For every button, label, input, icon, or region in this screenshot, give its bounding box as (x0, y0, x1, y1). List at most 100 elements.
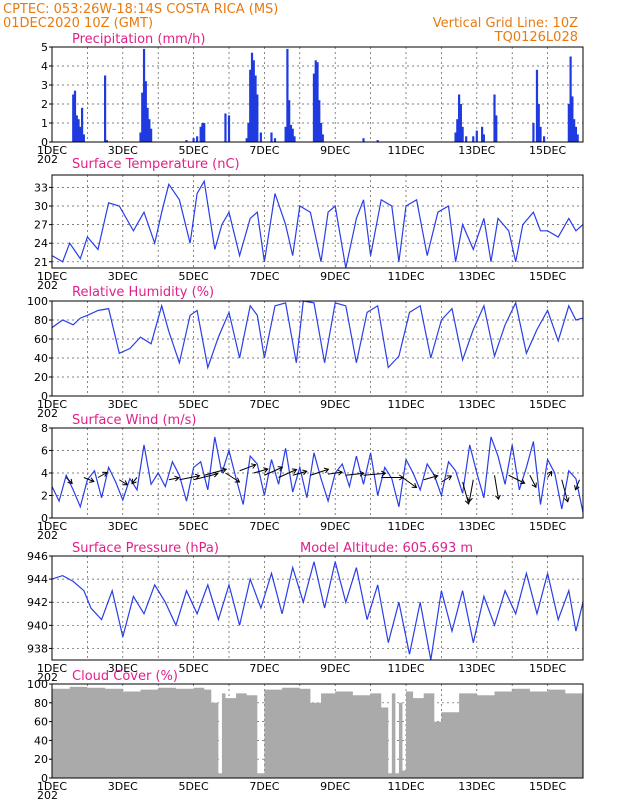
cloud-cover-year-label: 202 (37, 789, 58, 800)
temperature-xtick-label: 1DEC (37, 270, 67, 283)
precipitation-ytick-label: 2 (41, 98, 48, 111)
wind-direction-arrow (65, 477, 73, 484)
temperature-ytick-label: 27 (34, 219, 48, 232)
precipitation-xtick-label: 3DEC (108, 144, 138, 157)
cloud-cover-xtick-label: 15DEC (529, 780, 566, 793)
precipitation-bar (224, 113, 227, 142)
precipitation-bar (196, 136, 199, 142)
precipitation-bar (475, 130, 478, 142)
wind-direction-arrow (179, 475, 200, 481)
precipitation-bar (256, 94, 259, 142)
humidity-ytick-label: 60 (34, 333, 48, 346)
precipitation-bar (82, 134, 85, 142)
wind-series-line (51, 436, 584, 513)
precipitation-title: Precipitation (mm/h) (72, 32, 205, 47)
pressure-frame (51, 555, 584, 661)
wind-direction-arrowhead (433, 473, 439, 480)
precipitation-bar (319, 123, 323, 142)
precipitation-bar (573, 119, 576, 142)
precipitation-xtick-label: 7DEC (249, 144, 279, 157)
humidity-ytick-label: 20 (34, 371, 48, 384)
temperature-ytick-label: 33 (34, 181, 48, 194)
precipitation-ytick-label: 1 (41, 117, 48, 130)
precipitation-bar (79, 126, 82, 142)
humidity-frame (51, 300, 584, 397)
wind-direction-arrowhead (519, 478, 526, 485)
wind-direction-arrow (328, 471, 343, 475)
cloud-cover-ytick-label: 80 (34, 697, 48, 710)
precipitation-bar (273, 138, 277, 142)
precipitation-bar (458, 94, 461, 142)
pressure-series-line (51, 561, 584, 661)
wind-direction-arrowhead (359, 470, 365, 477)
pressure-ytick-label: 946 (27, 550, 48, 563)
precipitation-year-label: 202 (37, 153, 58, 166)
precipitation-bar (199, 126, 202, 142)
temperature-ytick-label: 21 (34, 256, 48, 269)
wind-xtick-label: 5DEC (179, 520, 209, 533)
precipitation-bar (321, 134, 324, 142)
wind-direction-arrowhead (67, 478, 73, 485)
precipitation-bar (312, 73, 316, 142)
precipitation-bar (288, 100, 291, 142)
humidity-xtick-label: 11DEC (387, 398, 424, 411)
precipitation-ytick-label: 5 (41, 41, 48, 54)
humidity-xtick-label: 1DEC (37, 398, 67, 411)
wind-direction-arrowhead (302, 469, 308, 476)
precipitation-bar (454, 132, 457, 142)
wind-direction-arrowhead (174, 475, 180, 482)
precipitation-bar (73, 90, 77, 142)
wind-direction-arrowhead (277, 466, 284, 472)
wind-direction-arrow (292, 470, 307, 476)
precipitation-bar (481, 126, 484, 142)
cloud-cover-ytick-label: 0 (41, 772, 48, 785)
wind-direction-arrowhead (495, 494, 501, 501)
pressure-xtick-label: 9DEC (320, 662, 350, 675)
precipitation-bar (574, 126, 578, 142)
precipitation-bar (250, 52, 254, 143)
precipitation-xtick-label: 15DEC (529, 144, 566, 157)
wind-direction-arrowhead (547, 470, 553, 477)
pressure-ytick-label: 938 (27, 642, 48, 655)
wind-direction-arrowhead (467, 497, 473, 503)
precipitation-bar (270, 132, 273, 142)
precipitation-bar (376, 140, 379, 142)
temperature-panel: Surface Temperature (nC) 21 24 27 30 33 1DEC 3… (34, 157, 584, 292)
precipitation-bar (465, 136, 468, 142)
temperature-xtick-label: 3DEC (108, 270, 138, 283)
wind-xtick-label: 1DEC (37, 520, 67, 533)
precipitation-bar (284, 126, 287, 142)
wind-ytick-label: 6 (41, 445, 48, 458)
cloud-cover-xtick-label: 3DEC (108, 780, 138, 793)
precipitation-bar (456, 119, 459, 142)
humidity-title: Relative Humidity (%) (72, 285, 214, 300)
precipitation-bar (542, 136, 546, 142)
wind-direction-arrow (508, 474, 525, 484)
precipitation-bar (537, 104, 540, 142)
wind-xtick-label: 11DEC (387, 520, 424, 533)
wind-direction-arrow (83, 477, 95, 482)
pressure-ytick-label: 940 (27, 619, 48, 632)
precipitation-bar (532, 123, 535, 142)
temperature-xtick-label: 5DEC (179, 270, 209, 283)
humidity-xtick-label: 9DEC (320, 398, 350, 411)
precipitation-bar (75, 115, 78, 142)
precipitation-bar (72, 94, 75, 142)
humidity-series-line (51, 300, 584, 370)
precipitation-panel: Precipitation (mm/h) 0 1 2 3 4 5 1DEC 3DEC 5DEC 7… (37, 32, 584, 166)
wind-direction-arrow (239, 464, 256, 472)
precipitation-bar (535, 69, 539, 142)
precipitation-bar (104, 75, 107, 142)
precipitation-bar (461, 126, 464, 142)
wind-direction-arrow (310, 468, 329, 476)
cloud-cover-xtick-label: 7DEC (249, 780, 279, 793)
temperature-xtick-label: 13DEC (458, 270, 495, 283)
precipitation-bar (150, 128, 153, 142)
wind-direction-arrowhead (563, 497, 570, 503)
precipitation-bar (80, 107, 84, 142)
temperature-title: Surface Temperature (nC) (72, 157, 240, 172)
precipitation-bar (539, 126, 542, 142)
precipitation-bar (139, 132, 142, 142)
humidity-year-label: 202 (37, 407, 58, 420)
pressure-ytick-label: 944 (27, 573, 48, 586)
